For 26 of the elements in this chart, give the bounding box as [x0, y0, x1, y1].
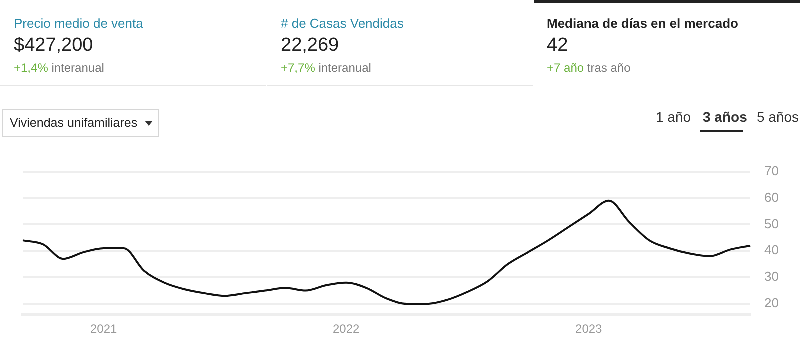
text: 22,269: [281, 35, 340, 57]
text: interanual: [318, 61, 372, 75]
y-tick-label: 40: [764, 242, 780, 258]
text: +7 año: [547, 61, 584, 75]
x-tick-label: 2023: [576, 322, 603, 336]
text: tras año: [587, 61, 631, 75]
y-tick-label: 30: [764, 269, 780, 284]
text: 42: [547, 35, 570, 57]
text: 1 año: [656, 109, 692, 125]
text: Precio medio de venta: [14, 16, 144, 31]
text: 3 años: [703, 109, 748, 125]
text: # de Casas Vendidas: [281, 16, 405, 31]
x-tick-label: 2021: [90, 322, 118, 336]
chart-title: Mediana de días en el mercado: [547, 16, 740, 31]
text: interanual: [52, 61, 104, 75]
line-series: [22, 200, 752, 306]
y-tick-label: 20: [764, 296, 780, 311]
y-tick-label: 70: [764, 163, 780, 178]
text: 5 años: [757, 109, 800, 125]
y-tick-label: 60: [764, 190, 780, 205]
x-tick-label: 2022: [333, 322, 360, 336]
text: +1,4%: [14, 61, 48, 75]
text: +7,7%: [281, 61, 316, 75]
text: $427,200: [14, 35, 94, 57]
y-tick-label: 50: [764, 216, 780, 232]
text: Viviendas unifamiliares: [10, 116, 138, 130]
